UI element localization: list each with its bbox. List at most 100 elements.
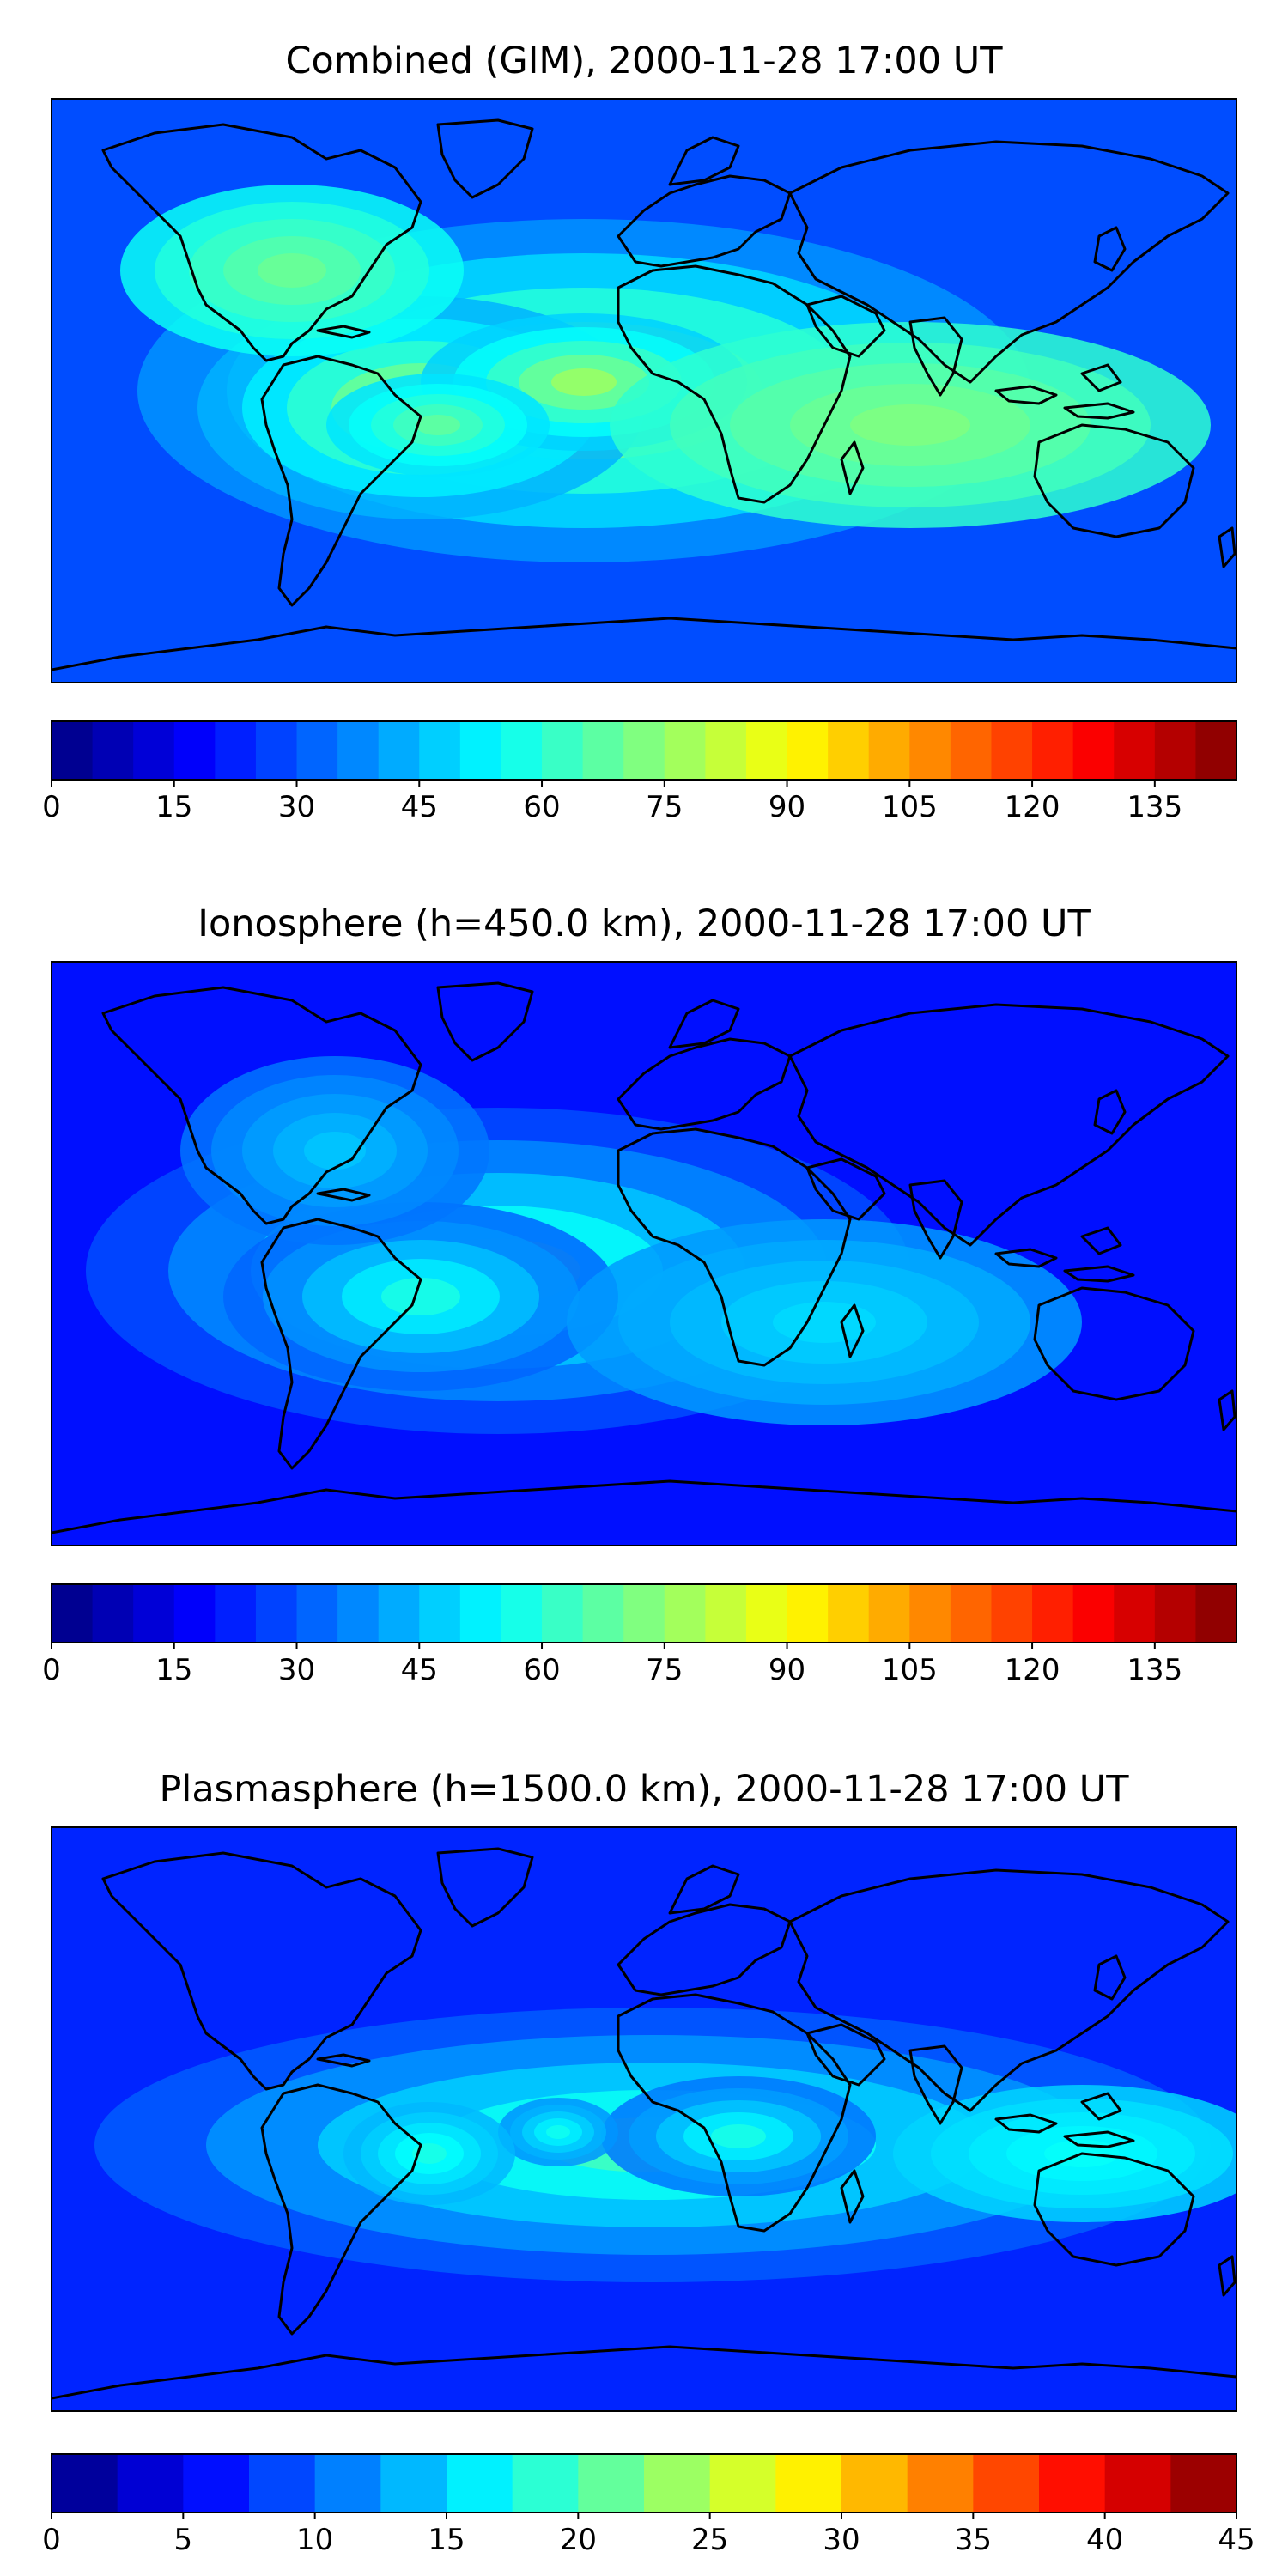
colorbar-level xyxy=(314,2454,381,2512)
colorbar-level xyxy=(868,1584,910,1643)
colorbar-level xyxy=(1170,2454,1237,2512)
colorbar-level xyxy=(623,1584,665,1643)
colorbar-level xyxy=(828,1584,870,1643)
colorbar-frame xyxy=(51,1583,1237,1643)
colorbar-level xyxy=(215,1584,257,1643)
colorbar-level xyxy=(709,2454,776,2512)
colorbar-level xyxy=(255,1584,298,1643)
colorbar-level xyxy=(380,2454,447,2512)
colorbar-tick-label: 0 xyxy=(42,790,61,824)
colorbar-plasmasphere xyxy=(51,2453,1237,2519)
colorbar-level xyxy=(337,721,380,780)
colorbar-level xyxy=(215,721,257,780)
map-title-plasmasphere: Plasmasphere (h=1500.0 km), 2000-11-28 1… xyxy=(159,1768,1129,1811)
colorbar-tick-label: 15 xyxy=(155,790,193,824)
colorbar-level xyxy=(52,2454,118,2512)
contour-band xyxy=(416,415,460,435)
colorbar-tick-label: 30 xyxy=(277,1653,316,1687)
colorbar-level xyxy=(378,1584,420,1643)
colorbar-level xyxy=(1072,721,1115,780)
colorbar-frame xyxy=(51,2453,1237,2513)
colorbar-tick-label: 135 xyxy=(1127,1653,1183,1687)
colorbar-level xyxy=(501,721,543,780)
colorbar-tick-label: 45 xyxy=(400,790,438,824)
colorbar-level xyxy=(419,721,461,780)
colorbar-level xyxy=(828,721,870,780)
colorbar-tick-label: 0 xyxy=(42,2523,61,2557)
colorbar-level xyxy=(907,2454,974,2512)
colorbar-tick-label: 45 xyxy=(1218,2523,1255,2557)
colorbar-level xyxy=(582,1584,624,1643)
colorbar-level xyxy=(1032,1584,1074,1643)
colorbar-level xyxy=(623,721,665,780)
colorbar-level xyxy=(249,2454,316,2512)
colorbar-tick-label: 30 xyxy=(823,2523,860,2557)
colorbar-tick-label: 25 xyxy=(691,2523,729,2557)
map-title-ionosphere: Ionosphere (h=450.0 km), 2000-11-28 17:0… xyxy=(197,902,1091,945)
colorbar-tick-label: 30 xyxy=(277,790,316,824)
colorbar-level xyxy=(745,721,788,780)
colorbar-level xyxy=(512,2454,579,2512)
colorbar-level xyxy=(775,2454,842,2512)
colorbar-level xyxy=(1104,2454,1171,2512)
colorbar-tick-label: 75 xyxy=(646,1653,683,1687)
colorbar-level xyxy=(52,721,94,780)
colorbar-tick-label: 105 xyxy=(881,1653,938,1687)
colorbar-level xyxy=(1195,721,1237,780)
colorbar-level xyxy=(117,2454,184,2512)
colorbar-level xyxy=(419,1584,461,1643)
colorbar-level xyxy=(459,721,501,780)
colorbar-tick-label: 10 xyxy=(296,2523,334,2557)
colorbar-tick-label: 120 xyxy=(1004,790,1060,824)
colorbar-tick-label: 120 xyxy=(1004,1653,1060,1687)
map-title-combined: Combined (GIM), 2000-11-28 17:00 UT xyxy=(285,39,1003,82)
contour-band xyxy=(551,368,617,396)
colorbar-level xyxy=(92,1584,134,1643)
colorbar-level xyxy=(378,721,420,780)
contour-band xyxy=(258,253,326,288)
colorbar-level xyxy=(1114,1584,1156,1643)
colorbar-level xyxy=(745,1584,788,1643)
colorbar-tick-label: 60 xyxy=(523,790,561,824)
colorbar-tick-label: 20 xyxy=(559,2523,597,2557)
colorbar-level xyxy=(644,2454,711,2512)
colorbar-level xyxy=(991,721,1033,780)
contour-band xyxy=(546,2125,570,2139)
colorbar-level xyxy=(868,721,910,780)
map-combined xyxy=(51,98,1237,683)
colorbar-combined xyxy=(51,720,1237,787)
colorbar-level xyxy=(664,1584,706,1643)
map-frame xyxy=(51,961,1237,1546)
colorbar-tick-label: 35 xyxy=(954,2523,992,2557)
colorbar-level xyxy=(705,1584,747,1643)
colorbar-level xyxy=(950,721,992,780)
colorbar-level xyxy=(542,1584,584,1643)
colorbar-level xyxy=(1154,1584,1196,1643)
colorbar-tick-label: 60 xyxy=(523,1653,561,1687)
colorbar-tick-label: 90 xyxy=(768,1653,806,1687)
colorbar-level xyxy=(582,721,624,780)
colorbar-level xyxy=(52,1584,94,1643)
colorbar-tick-label: 5 xyxy=(173,2523,193,2557)
colorbar-level xyxy=(296,1584,338,1643)
colorbar-ionosphere xyxy=(51,1583,1237,1649)
colorbar-level xyxy=(173,721,216,780)
colorbar-level xyxy=(664,721,706,780)
map-plasmasphere xyxy=(51,1826,1237,2412)
colorbar-level xyxy=(705,721,747,780)
map-ionosphere xyxy=(51,961,1237,1546)
colorbar-level xyxy=(459,1584,501,1643)
colorbar-tick-label: 90 xyxy=(768,790,806,824)
colorbar-level xyxy=(296,721,338,780)
colorbar-level xyxy=(950,1584,992,1643)
colorbar-level xyxy=(1154,721,1196,780)
colorbar-level xyxy=(183,2454,250,2512)
colorbar-level xyxy=(173,1584,216,1643)
colorbar-level xyxy=(841,2454,908,2512)
colorbar-level xyxy=(909,721,951,780)
colorbar-level xyxy=(542,721,584,780)
colorbar-tick-label: 40 xyxy=(1086,2523,1124,2557)
colorbar-tick-label: 15 xyxy=(428,2523,465,2557)
colorbar-level xyxy=(92,721,134,780)
